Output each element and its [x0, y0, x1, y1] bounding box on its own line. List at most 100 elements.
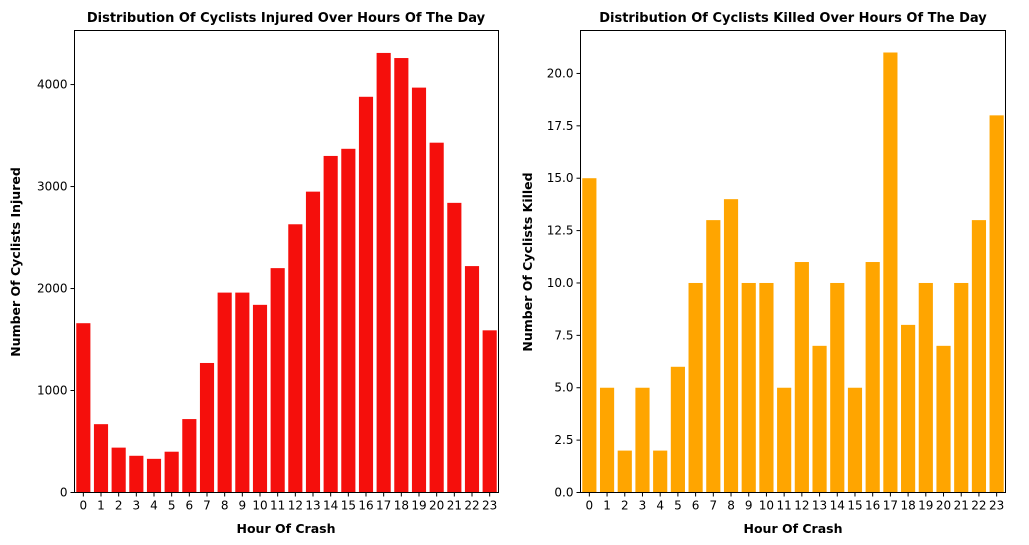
x-tick-label: 15: [847, 499, 862, 513]
bar-hour-9: [235, 292, 250, 493]
x-tick-label: 17: [883, 499, 898, 513]
bars: [582, 52, 1004, 493]
x-tick-label: 10: [252, 499, 267, 513]
ticks: 0 1 2 3 4 5 6 7 8 9 10 11 12 13 14 15 16 17 18 19 20 21 22 2301…: [37, 78, 497, 513]
y-axis-label: Number Of Cyclists Injured: [8, 167, 23, 357]
x-tick-label: 18: [900, 499, 915, 513]
bar-hour-14: [830, 282, 845, 493]
x-tick-label: 0: [586, 499, 594, 513]
y-tick-label: 1000: [37, 384, 68, 398]
bar-hour-1: [599, 387, 615, 493]
bar-hour-23: [989, 115, 1004, 493]
x-tick-label: 9: [239, 499, 247, 513]
bar-hour-0: [582, 178, 597, 493]
x-tick-label: 23: [482, 499, 497, 513]
bar-hour-15: [847, 387, 863, 493]
bar-hour-16: [358, 96, 374, 493]
y-tick-label: 2.5: [554, 433, 573, 447]
x-tick-label: 13: [812, 499, 827, 513]
bar-hour-8: [217, 292, 232, 493]
y-tick-label: 7.5: [554, 328, 573, 342]
x-tick-label: 12: [288, 499, 303, 513]
x-tick-label: 15: [341, 499, 356, 513]
x-tick-label: 6: [186, 499, 194, 513]
x-tick-label: 19: [411, 499, 426, 513]
x-tick-label: 21: [447, 499, 462, 513]
bar-hour-1: [93, 424, 109, 493]
x-tick-label: 4: [656, 499, 664, 513]
y-tick-label: 0.0: [554, 486, 573, 500]
bar-hour-7: [199, 362, 215, 493]
bar-hour-13: [305, 191, 321, 493]
y-tick-label: 5.0: [554, 381, 573, 395]
plot-frame: [74, 30, 499, 493]
x-tick-label: 10: [759, 499, 774, 513]
y-tick-label: 0: [60, 486, 68, 500]
bar-hour-5: [164, 451, 179, 493]
bar-hour-6: [688, 282, 703, 493]
x-tick-label: 16: [865, 499, 880, 513]
bar-hour-14: [323, 155, 338, 493]
x-tick-label: 20: [429, 499, 444, 513]
bar-hour-16: [865, 262, 880, 493]
x-tick-label: 8: [221, 499, 229, 513]
x-tick-label: 19: [918, 499, 933, 513]
x-tick-label: 11: [777, 499, 792, 513]
x-tick-label: 9: [745, 499, 753, 513]
bar-hour-8: [723, 199, 739, 493]
y-tick-label: 3000: [37, 180, 68, 194]
bar-hour-21: [954, 282, 969, 493]
ticks: 0 1 2 3 4 5 6 7 8 9 10 11 12 13 14 15 16 17 18 19 20 21 22 230.…: [547, 66, 1005, 512]
x-tick-label: 3: [639, 499, 647, 513]
bar-hour-6: [182, 419, 197, 493]
x-axis-label: Hour Of Crash: [237, 521, 336, 536]
x-tick-label: 5: [168, 499, 176, 513]
x-tick-label: 18: [394, 499, 409, 513]
bar-hour-17: [376, 52, 391, 493]
x-tick-label: 4: [150, 499, 158, 513]
bar-hour-10: [759, 282, 774, 493]
x-tick-label: 0: [80, 499, 88, 513]
bar-hour-23: [482, 330, 497, 493]
bar-hour-5: [670, 366, 685, 493]
bar-hour-18: [901, 324, 916, 493]
bar-hour-3: [635, 387, 650, 493]
bar-hour-22: [464, 266, 480, 493]
bar-hour-12: [794, 262, 809, 493]
x-tick-label: 6: [692, 499, 700, 513]
bar-hour-20: [429, 142, 444, 493]
bar-hour-2: [617, 450, 632, 493]
chart-title: Distribution Of Cyclists Killed Over Hou…: [599, 11, 987, 26]
bar-hour-3: [129, 455, 144, 493]
x-tick-label: 13: [305, 499, 320, 513]
x-tick-label: 22: [971, 499, 986, 513]
bars: [76, 52, 497, 493]
x-tick-label: 2: [115, 499, 123, 513]
bar-hour-0: [76, 323, 91, 493]
x-tick-label: 22: [464, 499, 479, 513]
x-tick-label: 8: [727, 499, 735, 513]
bar-hour-12: [288, 224, 303, 493]
y-axis-label: Number Of Cyclists Killed: [520, 172, 535, 351]
x-tick-label: 3: [133, 499, 141, 513]
chart-title: Distribution Of Cyclists Injured Over Ho…: [87, 11, 486, 26]
y-tick-label: 20.0: [547, 66, 574, 80]
x-tick-label: 14: [323, 499, 338, 513]
x-tick-label: 5: [674, 499, 682, 513]
x-tick-label: 1: [97, 499, 105, 513]
bar-hour-18: [394, 58, 409, 493]
injured-chart: Distribution Of Cyclists Injured Over Ho…: [8, 11, 499, 536]
bar-hour-11: [777, 387, 792, 493]
x-tick-label: 16: [358, 499, 373, 513]
bar-hour-19: [411, 87, 427, 493]
killed-chart: Distribution Of Cyclists Killed Over Hou…: [520, 11, 1006, 536]
y-tick-label: 17.5: [547, 119, 574, 133]
bar-hour-13: [812, 345, 827, 493]
plot-frame: [580, 30, 1006, 493]
bar-hour-2: [111, 447, 126, 493]
bar-hour-7: [706, 220, 721, 493]
x-tick-label: 7: [203, 499, 211, 513]
bar-hour-10: [252, 304, 268, 493]
bar-hour-22: [971, 220, 987, 493]
bar-hour-11: [270, 268, 285, 493]
